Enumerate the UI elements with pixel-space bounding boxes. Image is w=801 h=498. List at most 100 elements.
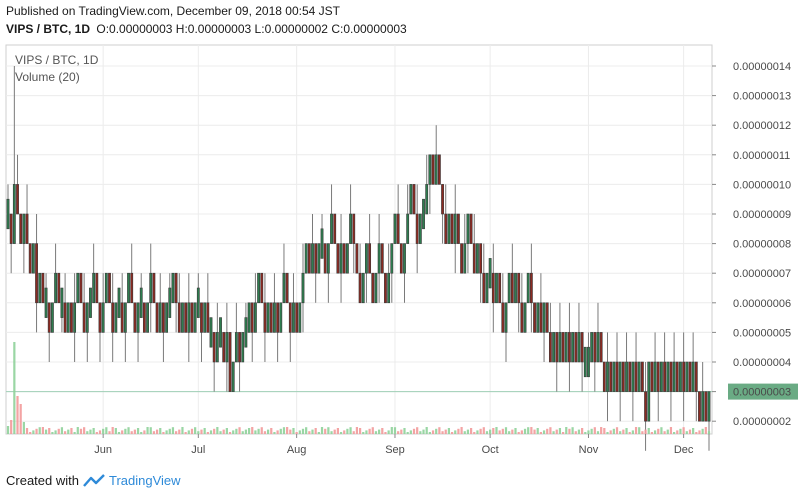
candle-body xyxy=(387,272,391,304)
candle-body xyxy=(368,243,372,274)
volume-bar xyxy=(454,430,457,434)
volume-bar xyxy=(568,428,571,434)
candle-body xyxy=(371,272,375,304)
candle-body xyxy=(133,302,137,333)
candle-body xyxy=(457,213,460,244)
volume-bar xyxy=(495,427,498,434)
candle-body xyxy=(615,361,619,392)
candle-body xyxy=(234,332,238,363)
volume-bar xyxy=(612,428,615,434)
candle-body xyxy=(552,332,555,363)
volume-bar xyxy=(175,431,178,434)
volume-bar xyxy=(181,427,184,434)
volume-bar xyxy=(6,426,10,434)
tradingview-logo-icon[interactable] xyxy=(83,473,105,488)
volume-bar xyxy=(603,428,606,434)
candle-body xyxy=(561,332,565,363)
candle-body xyxy=(650,361,654,392)
volume-bar xyxy=(498,430,501,434)
candle-body xyxy=(85,302,89,333)
candle-body xyxy=(485,272,489,304)
candle-body xyxy=(488,258,492,289)
volume-bar xyxy=(320,427,324,434)
candle-body xyxy=(149,272,153,304)
volume-bar xyxy=(397,431,400,434)
volume-bar xyxy=(251,427,254,434)
candle-body xyxy=(361,272,365,304)
candle-body xyxy=(301,272,305,304)
volume-bar xyxy=(194,427,197,434)
candle-body xyxy=(596,332,600,363)
candle-body xyxy=(70,302,73,333)
volume-bar xyxy=(593,427,596,434)
volume-bar xyxy=(416,427,419,434)
candle-body xyxy=(415,213,419,244)
candle-body xyxy=(637,361,641,392)
volume-bar xyxy=(574,431,577,434)
candle-body xyxy=(634,361,638,392)
volume-bar xyxy=(263,431,267,434)
candle-body xyxy=(644,391,647,422)
volume-bar xyxy=(241,431,244,434)
candle-body xyxy=(155,302,159,333)
candle-body xyxy=(136,302,140,333)
volume-bar xyxy=(73,432,76,434)
candle-body xyxy=(76,272,80,304)
candle-body xyxy=(564,332,568,363)
candle-body xyxy=(482,272,486,304)
candle-body xyxy=(181,302,184,333)
candle-body xyxy=(466,213,470,244)
tradingview-brand[interactable]: TradingView xyxy=(108,473,181,488)
volume-bar xyxy=(622,429,625,434)
volume-bar xyxy=(143,430,146,434)
candle-body xyxy=(472,243,476,274)
volume-bar xyxy=(606,432,609,434)
candle-body xyxy=(520,302,524,333)
x-tick-label: Nov xyxy=(579,444,599,456)
volume-bar xyxy=(308,431,311,434)
candle-body xyxy=(165,302,169,333)
volume-bar xyxy=(203,428,206,434)
candle-body xyxy=(412,184,416,215)
candle-body xyxy=(323,243,327,274)
last-price-label: 0.00000003 xyxy=(733,387,791,399)
candle-body xyxy=(593,332,597,363)
candle-body xyxy=(244,317,248,348)
volume-bar xyxy=(327,427,330,434)
volume-bar xyxy=(165,430,168,434)
volume-bar xyxy=(266,429,270,434)
candle-body xyxy=(666,361,670,392)
volume-bar xyxy=(533,429,536,434)
volume-bar xyxy=(504,427,508,434)
volume-bar xyxy=(485,431,489,434)
volume-bar xyxy=(124,428,127,434)
candle-body xyxy=(238,332,241,363)
candle-body xyxy=(612,361,616,392)
high-value: 0.00000003 xyxy=(187,22,252,36)
candle-body xyxy=(384,272,387,304)
candle-body xyxy=(437,154,441,185)
volume-bar xyxy=(232,430,235,434)
candle-body xyxy=(12,184,16,244)
candle-body xyxy=(279,302,283,333)
high-label: H: xyxy=(175,22,188,36)
volume-bar xyxy=(305,427,308,434)
volume-bar xyxy=(244,429,248,434)
volume-bar xyxy=(206,432,209,434)
volume-bar xyxy=(663,431,666,434)
volume-bar xyxy=(54,430,57,434)
volume-bar xyxy=(257,428,260,434)
volume-bar xyxy=(219,431,222,434)
volume-bar xyxy=(355,427,359,434)
volume-bar xyxy=(609,430,612,434)
volume-bar xyxy=(352,431,355,434)
candle-body xyxy=(225,332,229,363)
candle-body xyxy=(580,332,584,363)
low-label: L: xyxy=(254,22,265,36)
candle-body xyxy=(152,272,156,304)
volume-bar xyxy=(362,432,365,434)
x-tick-label: Aug xyxy=(287,444,307,456)
volume-bar xyxy=(381,428,384,434)
candle-body xyxy=(82,302,86,333)
